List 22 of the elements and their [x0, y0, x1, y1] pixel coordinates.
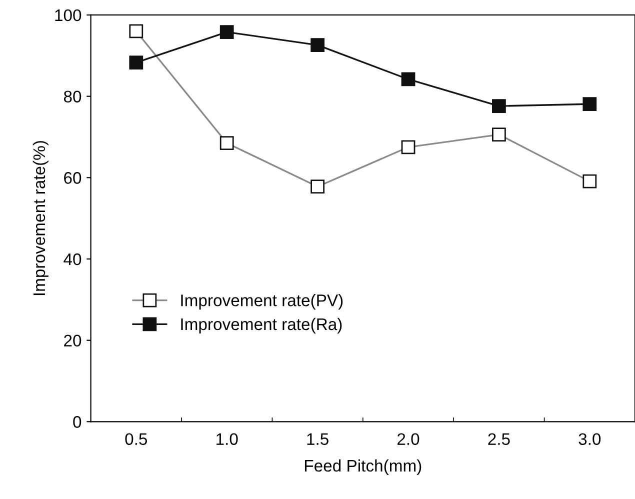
x-axis-title: Feed Pitch(mm) [305, 459, 422, 475]
x-tick-label: 1.0 [216, 433, 238, 446]
point [129, 56, 144, 70]
x-tick-label: 0.5 [125, 433, 148, 446]
x-tick-label: 2.5 [488, 433, 510, 446]
y-tick-label: 20 [64, 334, 82, 347]
y-tick-label: 40 [64, 253, 82, 266]
y-axis-title: Improvement rate(%) [32, 141, 48, 296]
legend-label: Improvement rate(PV) [181, 294, 343, 310]
point [401, 72, 416, 86]
x-tick-label: 2.0 [398, 433, 420, 446]
y-tick-label: 100 [55, 9, 82, 22]
y-tick-label: 80 [64, 90, 82, 103]
point [220, 25, 234, 39]
legend-label: Improvement rate(Ra) [181, 318, 342, 334]
y-tick-label: 60 [64, 172, 82, 184]
x-tick-label: 1.5 [307, 433, 328, 446]
point [582, 97, 597, 111]
point [492, 99, 506, 114]
y-tick-label: 0 [73, 416, 82, 428]
point [310, 38, 324, 52]
x-tick-label: 3.0 [578, 433, 601, 446]
